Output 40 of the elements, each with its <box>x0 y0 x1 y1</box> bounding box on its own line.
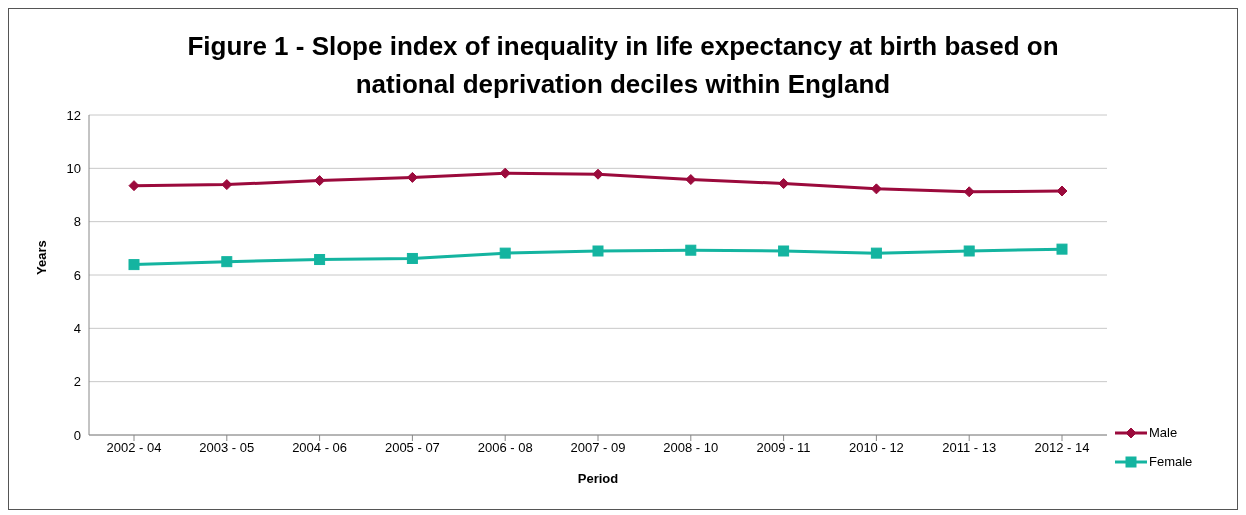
y-tick-label: 10 <box>66 160 81 176</box>
point <box>963 245 975 257</box>
y-tick-label: 2 <box>73 374 81 390</box>
y-tick-label: 6 <box>73 267 81 283</box>
x-tick-label: 2008 - 10 <box>663 440 719 456</box>
x-tick-label: 2012 - 14 <box>1034 440 1090 456</box>
legend-label: Female <box>1149 454 1193 469</box>
point <box>406 252 418 264</box>
point <box>1056 243 1068 255</box>
point <box>870 247 882 259</box>
x-tick-label: 2004 - 06 <box>292 440 348 456</box>
y-tick-label: 0 <box>73 427 81 443</box>
x-axis-title: Period <box>577 471 619 486</box>
legend-label: Male <box>1149 425 1178 440</box>
x-tick-label: 2002 - 04 <box>106 440 162 456</box>
point <box>314 175 326 187</box>
point <box>221 179 233 191</box>
point <box>406 171 418 183</box>
x-tick-label: 2007 - 09 <box>570 440 626 456</box>
x-tick-label: 2009 - 11 <box>756 440 811 456</box>
x-tick-label: 2005 - 07 <box>384 440 440 456</box>
point <box>778 245 790 257</box>
chart-title: Figure 1 - Slope index of inequality in life expectancy at birth based on national deprivation deciles within England <box>186 30 1060 101</box>
x-tick-label: 2003 - 05 <box>199 440 255 456</box>
point <box>592 245 604 257</box>
y-tick-label: 8 <box>73 214 81 230</box>
point <box>685 174 697 186</box>
point <box>221 256 233 268</box>
point <box>128 259 140 271</box>
point <box>314 254 326 266</box>
point <box>685 244 697 256</box>
y-axis-title: Years <box>33 240 49 275</box>
x-tick-label: 2006 - 08 <box>477 440 533 456</box>
x-tick-label: 2010 - 12 <box>848 440 904 456</box>
y-tick-label: 4 <box>73 320 81 336</box>
point <box>128 180 140 192</box>
point <box>778 178 790 190</box>
point <box>499 247 511 259</box>
y-tick-label: 12 <box>66 107 81 123</box>
x-tick-label: 2011 - 13 <box>942 440 997 456</box>
